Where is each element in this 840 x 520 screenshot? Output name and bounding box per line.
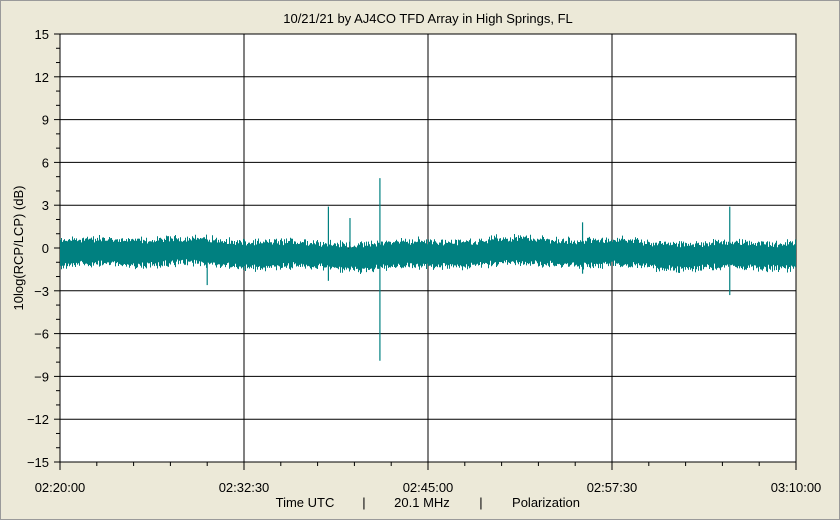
x-axis-label: Time UTC | 20.1 MHz | Polarization: [276, 495, 580, 510]
x-label-sep-1: |: [362, 495, 365, 510]
x-tick-label: 02:32:30: [219, 480, 270, 495]
y-axis-label: 10log(RCP/LCP) (dB): [11, 186, 26, 311]
y-tick-label: 0: [42, 241, 49, 256]
chart-title: 10/21/21 by AJ4CO TFD Array in High Spri…: [283, 11, 573, 26]
x-tick-label: 02:45:00: [403, 480, 454, 495]
y-tick-label: 6: [42, 155, 49, 170]
x-label-frequency: 20.1 MHz: [394, 495, 450, 510]
series-polarization: [60, 178, 796, 361]
x-tick-label: 03:10:00: [771, 480, 822, 495]
x-label-measurement: Polarization: [512, 495, 580, 510]
y-tick-label: 12: [35, 70, 49, 85]
x-tick-label: 02:57:30: [587, 480, 638, 495]
y-axis: 15 12 9 6 3 0 −3 −6 −9 −12 −15: [27, 27, 60, 470]
x-label-time: Time UTC: [276, 495, 335, 510]
x-tick-label: 02:20:00: [35, 480, 86, 495]
y-tick-label: −6: [34, 327, 49, 342]
y-tick-label: −12: [27, 412, 49, 427]
y-tick-label: −9: [34, 369, 49, 384]
y-tick-label: 3: [42, 198, 49, 213]
x-label-sep-2: |: [479, 495, 482, 510]
y-tick-label: −3: [34, 284, 49, 299]
series-noise-band: [60, 234, 796, 274]
y-tick-label: 15: [35, 27, 49, 42]
x-axis: 02:20:00 02:32:30 02:45:00 02:57:30 03:10:00: [35, 462, 822, 495]
y-tick-label: 9: [42, 113, 49, 128]
y-tick-label: −15: [27, 455, 49, 470]
